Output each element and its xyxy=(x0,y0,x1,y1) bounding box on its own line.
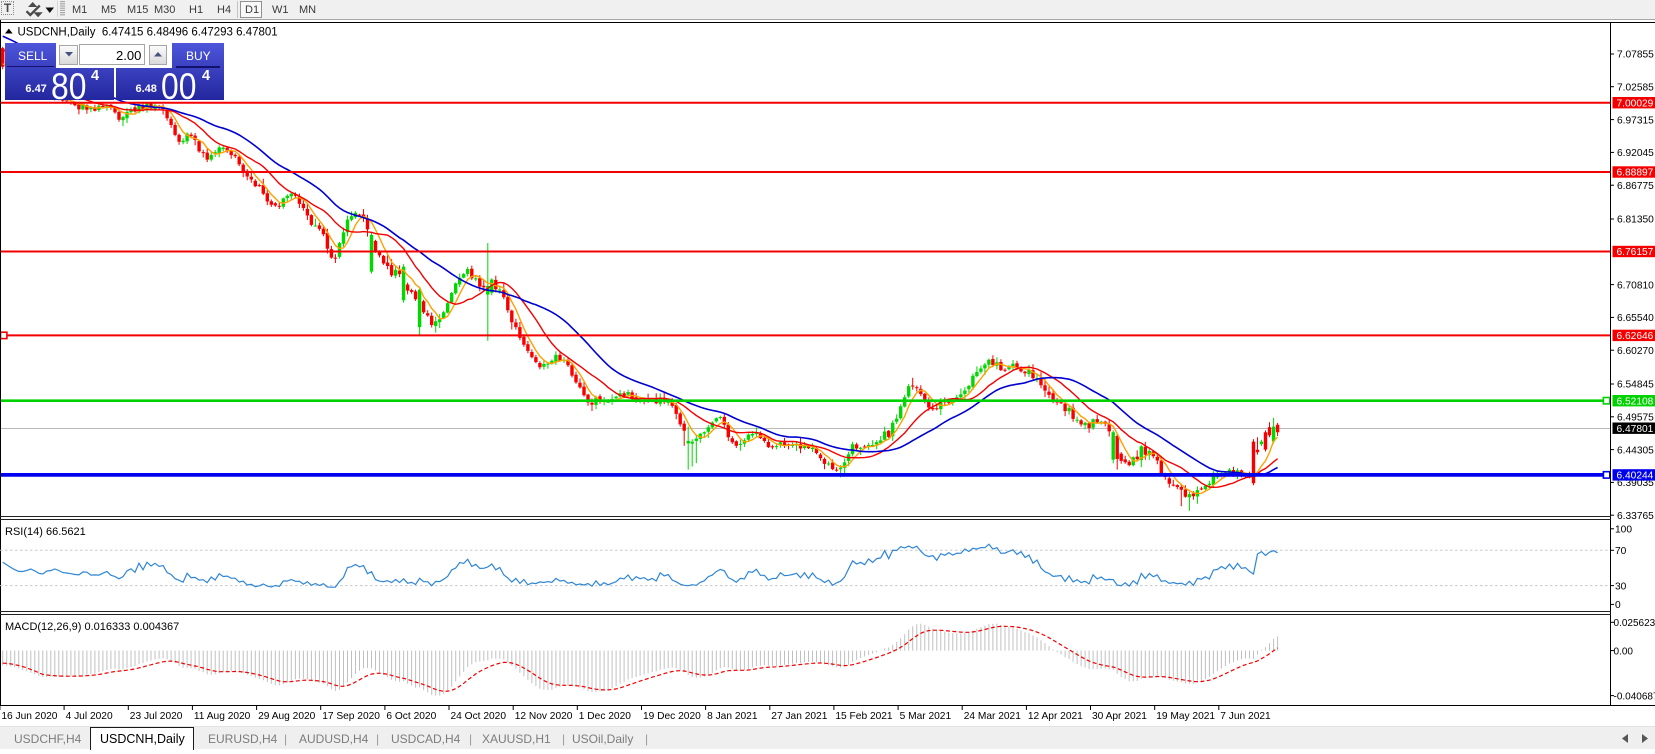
svg-text:12 Nov 2020: 12 Nov 2020 xyxy=(515,711,573,722)
svg-text:19 May 2021: 19 May 2021 xyxy=(1156,711,1215,722)
svg-text:6.33765: 6.33765 xyxy=(1617,511,1654,522)
svg-text:11 Aug 2020: 11 Aug 2020 xyxy=(194,711,251,722)
svg-text:7.02585: 7.02585 xyxy=(1617,82,1654,93)
svg-text:6.54845: 6.54845 xyxy=(1617,380,1654,391)
svg-text:0: 0 xyxy=(1615,600,1621,611)
svg-text:6.88897: 6.88897 xyxy=(1617,168,1654,179)
svg-text:100: 100 xyxy=(1615,525,1632,536)
svg-text:23 Jul 2020: 23 Jul 2020 xyxy=(130,711,183,722)
svg-text:USDCNH,Daily 6.47415 6.48496: USDCNH,Daily 6.47415 6.48496 6.47293 6.4… xyxy=(18,27,278,39)
svg-text:0.00: 0.00 xyxy=(1614,646,1634,657)
svg-text:24 Mar 2021: 24 Mar 2021 xyxy=(964,711,1022,722)
svg-text:1 Dec 2020: 1 Dec 2020 xyxy=(579,711,631,722)
svg-text:7 Jun 2021: 7 Jun 2021 xyxy=(1220,711,1271,722)
svg-text:0.025623: 0.025623 xyxy=(1614,618,1655,629)
svg-text:6.60270: 6.60270 xyxy=(1617,346,1654,357)
svg-text:17 Sep 2020: 17 Sep 2020 xyxy=(322,711,380,722)
svg-text:6.47801: 6.47801 xyxy=(1617,424,1654,435)
svg-text:6.62646: 6.62646 xyxy=(1617,331,1654,342)
svg-text:6.97315: 6.97315 xyxy=(1617,115,1654,126)
svg-text:6.52108: 6.52108 xyxy=(1617,396,1654,407)
svg-text:6.92045: 6.92045 xyxy=(1617,148,1654,159)
svg-text:4 Jul 2020: 4 Jul 2020 xyxy=(66,711,113,722)
svg-text:8 Jan 2021: 8 Jan 2021 xyxy=(707,711,758,722)
svg-text:RSI(14) 66.5621: RSI(14) 66.5621 xyxy=(5,526,86,538)
svg-text:12 Apr 2021: 12 Apr 2021 xyxy=(1028,711,1083,722)
svg-text:6 Oct 2020: 6 Oct 2020 xyxy=(386,711,436,722)
svg-text:5 Mar 2021: 5 Mar 2021 xyxy=(900,711,952,722)
svg-text:16 Jun 2020: 16 Jun 2020 xyxy=(1,711,57,722)
svg-text:70: 70 xyxy=(1615,546,1627,557)
svg-text:19 Dec 2020: 19 Dec 2020 xyxy=(643,711,701,722)
svg-text:6.65540: 6.65540 xyxy=(1617,313,1654,324)
svg-text:6.44305: 6.44305 xyxy=(1617,445,1654,456)
svg-text:-0.040687: -0.040687 xyxy=(1614,691,1655,702)
svg-text:30: 30 xyxy=(1615,581,1627,592)
svg-text:6.40244: 6.40244 xyxy=(1617,471,1654,482)
svg-text:27 Jan 2021: 27 Jan 2021 xyxy=(771,711,827,722)
svg-text:15 Feb 2021: 15 Feb 2021 xyxy=(835,711,893,722)
svg-text:6.70810: 6.70810 xyxy=(1617,280,1654,291)
svg-text:30 Apr 2021: 30 Apr 2021 xyxy=(1092,711,1147,722)
svg-text:7.07855: 7.07855 xyxy=(1617,50,1654,61)
svg-text:6.86775: 6.86775 xyxy=(1617,181,1654,192)
svg-text:6.81350: 6.81350 xyxy=(1617,215,1654,226)
svg-text:7.00029: 7.00029 xyxy=(1617,98,1654,109)
svg-text:29 Aug 2020: 29 Aug 2020 xyxy=(258,711,316,722)
svg-text:MACD(12,26,9) 0.016333 0.00436: MACD(12,26,9) 0.016333 0.004367 xyxy=(5,621,179,633)
svg-text:6.49575: 6.49575 xyxy=(1617,413,1654,424)
svg-text:6.76157: 6.76157 xyxy=(1617,247,1654,258)
svg-text:24 Oct 2020: 24 Oct 2020 xyxy=(451,711,507,722)
